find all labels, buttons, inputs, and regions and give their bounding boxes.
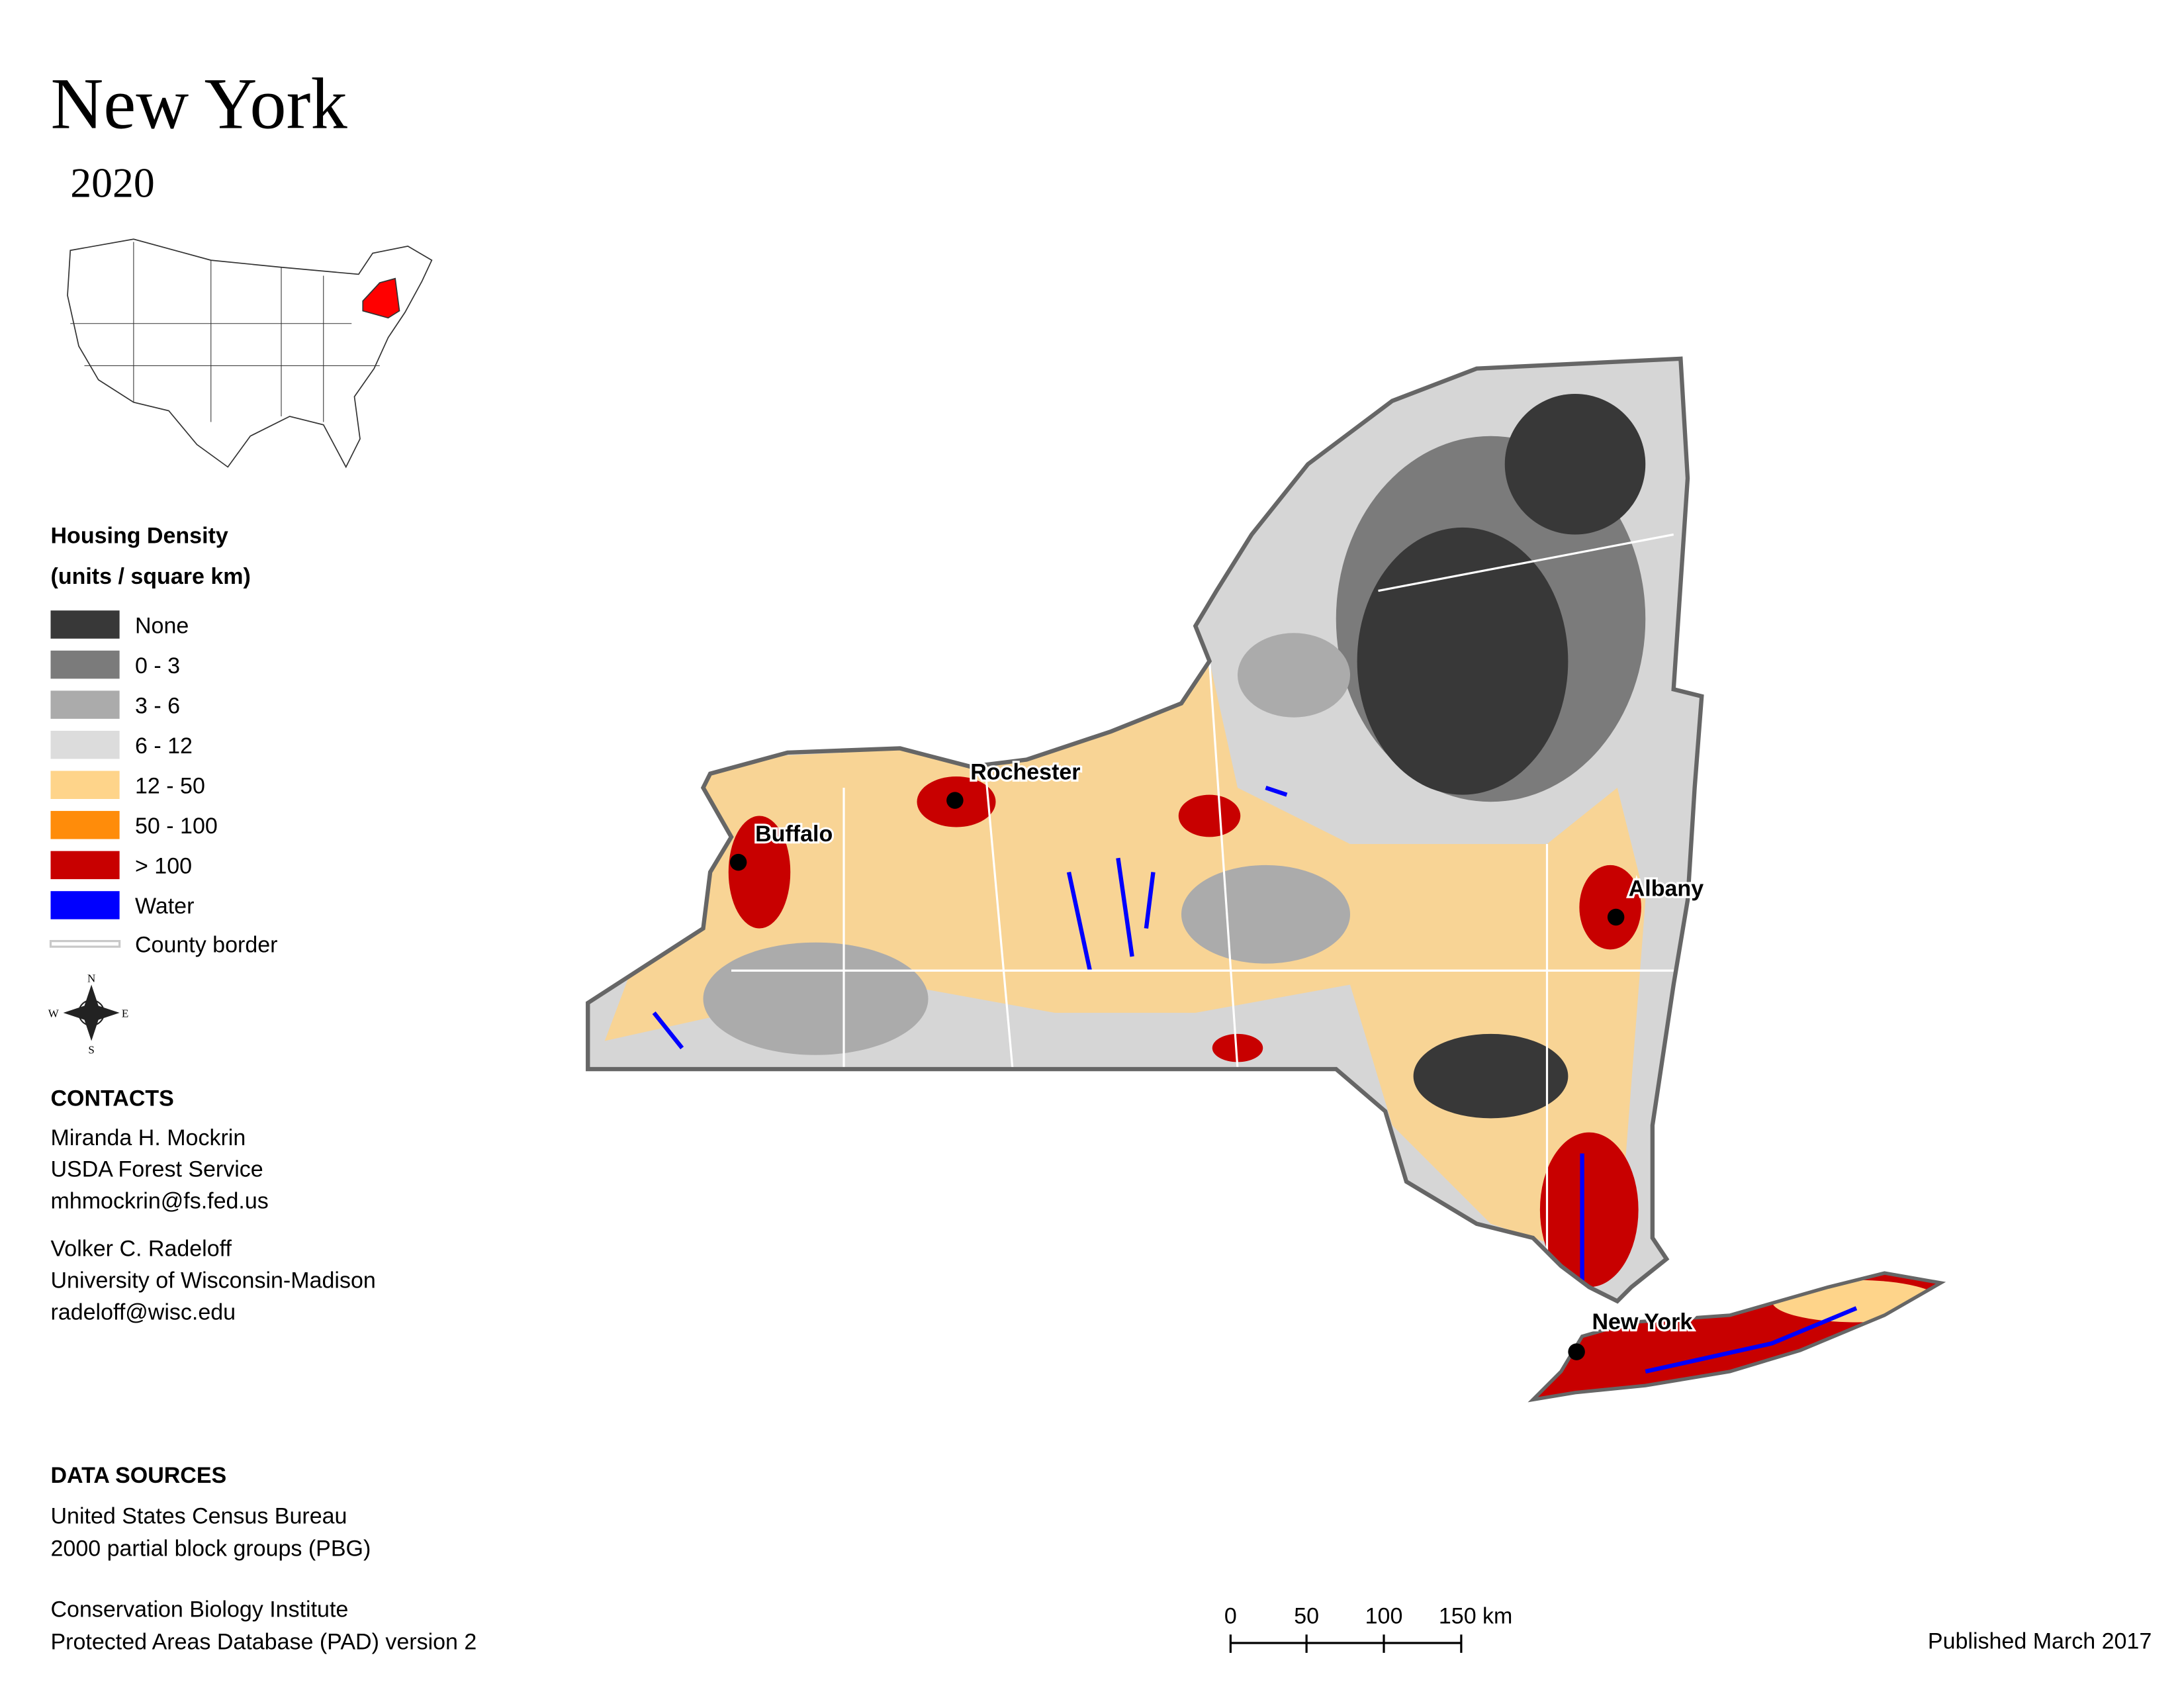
- scale-label: 100: [1365, 1603, 1403, 1628]
- cities: Rochester Buffalo Albany New York: [729, 757, 1706, 1360]
- legend-swatch: [50, 690, 120, 719]
- legend-border-swatch: [49, 940, 121, 948]
- legend-swatch: [50, 891, 120, 919]
- lakes: [652, 785, 1584, 1294]
- city-label: Albany: [1629, 876, 1704, 902]
- legend-label: 50 - 100: [135, 814, 218, 839]
- sources-heading: DATA SOURCES: [51, 1463, 227, 1488]
- source-line: Conservation Biology Institute: [51, 1597, 349, 1622]
- compass-letter: E: [122, 1007, 128, 1019]
- contact-line: Miranda H. Mockrin: [51, 1125, 246, 1150]
- contact-line: Volker C. Radeloff: [51, 1237, 232, 1262]
- city-label: Rochester: [970, 759, 1080, 784]
- tughill: [1238, 633, 1351, 718]
- developed-band: [604, 661, 1646, 1266]
- buffalo-urban: [728, 816, 791, 929]
- title: New York: [51, 63, 348, 144]
- li-outline: [1527, 1271, 1946, 1403]
- legend-swatch: [50, 610, 120, 639]
- compass: N E S W: [48, 972, 129, 1056]
- legend-title: Housing Density: [51, 523, 228, 548]
- scale-label: 0: [1224, 1603, 1237, 1628]
- binghamton-urban: [1212, 1033, 1263, 1062]
- legend-label: 3 - 6: [135, 693, 180, 718]
- compass-ring: [77, 999, 105, 1027]
- syracuse-urban: [1178, 794, 1241, 837]
- compass-letter: N: [87, 972, 95, 984]
- county-lines: [731, 533, 1688, 1266]
- compass-rose: [63, 984, 120, 1041]
- legend-label: 0 - 3: [135, 653, 180, 679]
- city-dot: [729, 853, 747, 871]
- legend-label: None: [135, 613, 189, 638]
- legend-label: Water: [135, 894, 194, 919]
- southern-tier: [703, 942, 929, 1055]
- city-label: New York: [1592, 1309, 1693, 1335]
- legend-label: > 100: [135, 854, 192, 879]
- central-gray: [1181, 865, 1351, 964]
- contact-line: radeloff@wisc.edu: [51, 1299, 236, 1325]
- albany-urban: [1579, 865, 1641, 950]
- legend-swatch: [50, 811, 120, 839]
- us-inset: [67, 238, 433, 469]
- us-outline: [67, 238, 433, 469]
- city-dot: [946, 792, 964, 809]
- source-line: Protected Areas Database (PAD) version 2: [51, 1630, 477, 1655]
- legend-swatch: [50, 851, 120, 880]
- north-none: [1504, 394, 1646, 535]
- contact-line: University of Wisconsin-Madison: [51, 1268, 376, 1293]
- legend-swatch: [50, 650, 120, 679]
- us-state-lines: [70, 242, 380, 422]
- scale-line: [1229, 1634, 1463, 1653]
- compass-letter: W: [48, 1007, 60, 1019]
- legend-label: 6 - 12: [135, 733, 193, 759]
- hudson-urban: [1539, 1132, 1639, 1288]
- contact-line: USDA Forest Service: [51, 1157, 263, 1182]
- source-line: 2000 partial block groups (PBG): [51, 1536, 371, 1561]
- contact-line: mhmockrin@fs.fed.us: [51, 1188, 269, 1213]
- scale-label: 50: [1294, 1603, 1319, 1628]
- scale-label: 150 km: [1439, 1603, 1513, 1628]
- ny-highlight: [362, 277, 400, 319]
- city-dot: [1607, 908, 1625, 926]
- li-water: [1645, 1306, 1858, 1374]
- notes: CONTACTS Miranda H. Mockrin USDA Forest Se…: [51, 1086, 477, 1654]
- legend-swatch: [50, 730, 120, 759]
- year: 2020: [70, 160, 155, 207]
- legend-swatch: [50, 771, 120, 799]
- source-line: United States Census Bureau: [51, 1503, 347, 1528]
- legend: Housing Density (units / square km) None…: [49, 523, 277, 958]
- adirondack-none: [1357, 527, 1569, 795]
- catskills: [1413, 1033, 1569, 1119]
- contacts-heading: CONTACTS: [51, 1086, 174, 1111]
- city-label: Buffalo: [755, 821, 833, 847]
- scale-bar: 0 50 100 150 km: [1224, 1603, 1512, 1653]
- published: Published March 2017: [1928, 1629, 2152, 1654]
- legend-label: County border: [135, 933, 277, 958]
- city-dot: [1568, 1343, 1585, 1360]
- mainland-outline: [586, 356, 1704, 1304]
- compass-letter: S: [88, 1044, 94, 1056]
- legend-label: 12 - 50: [135, 774, 205, 799]
- legend-subtitle: (units / square km): [51, 564, 251, 589]
